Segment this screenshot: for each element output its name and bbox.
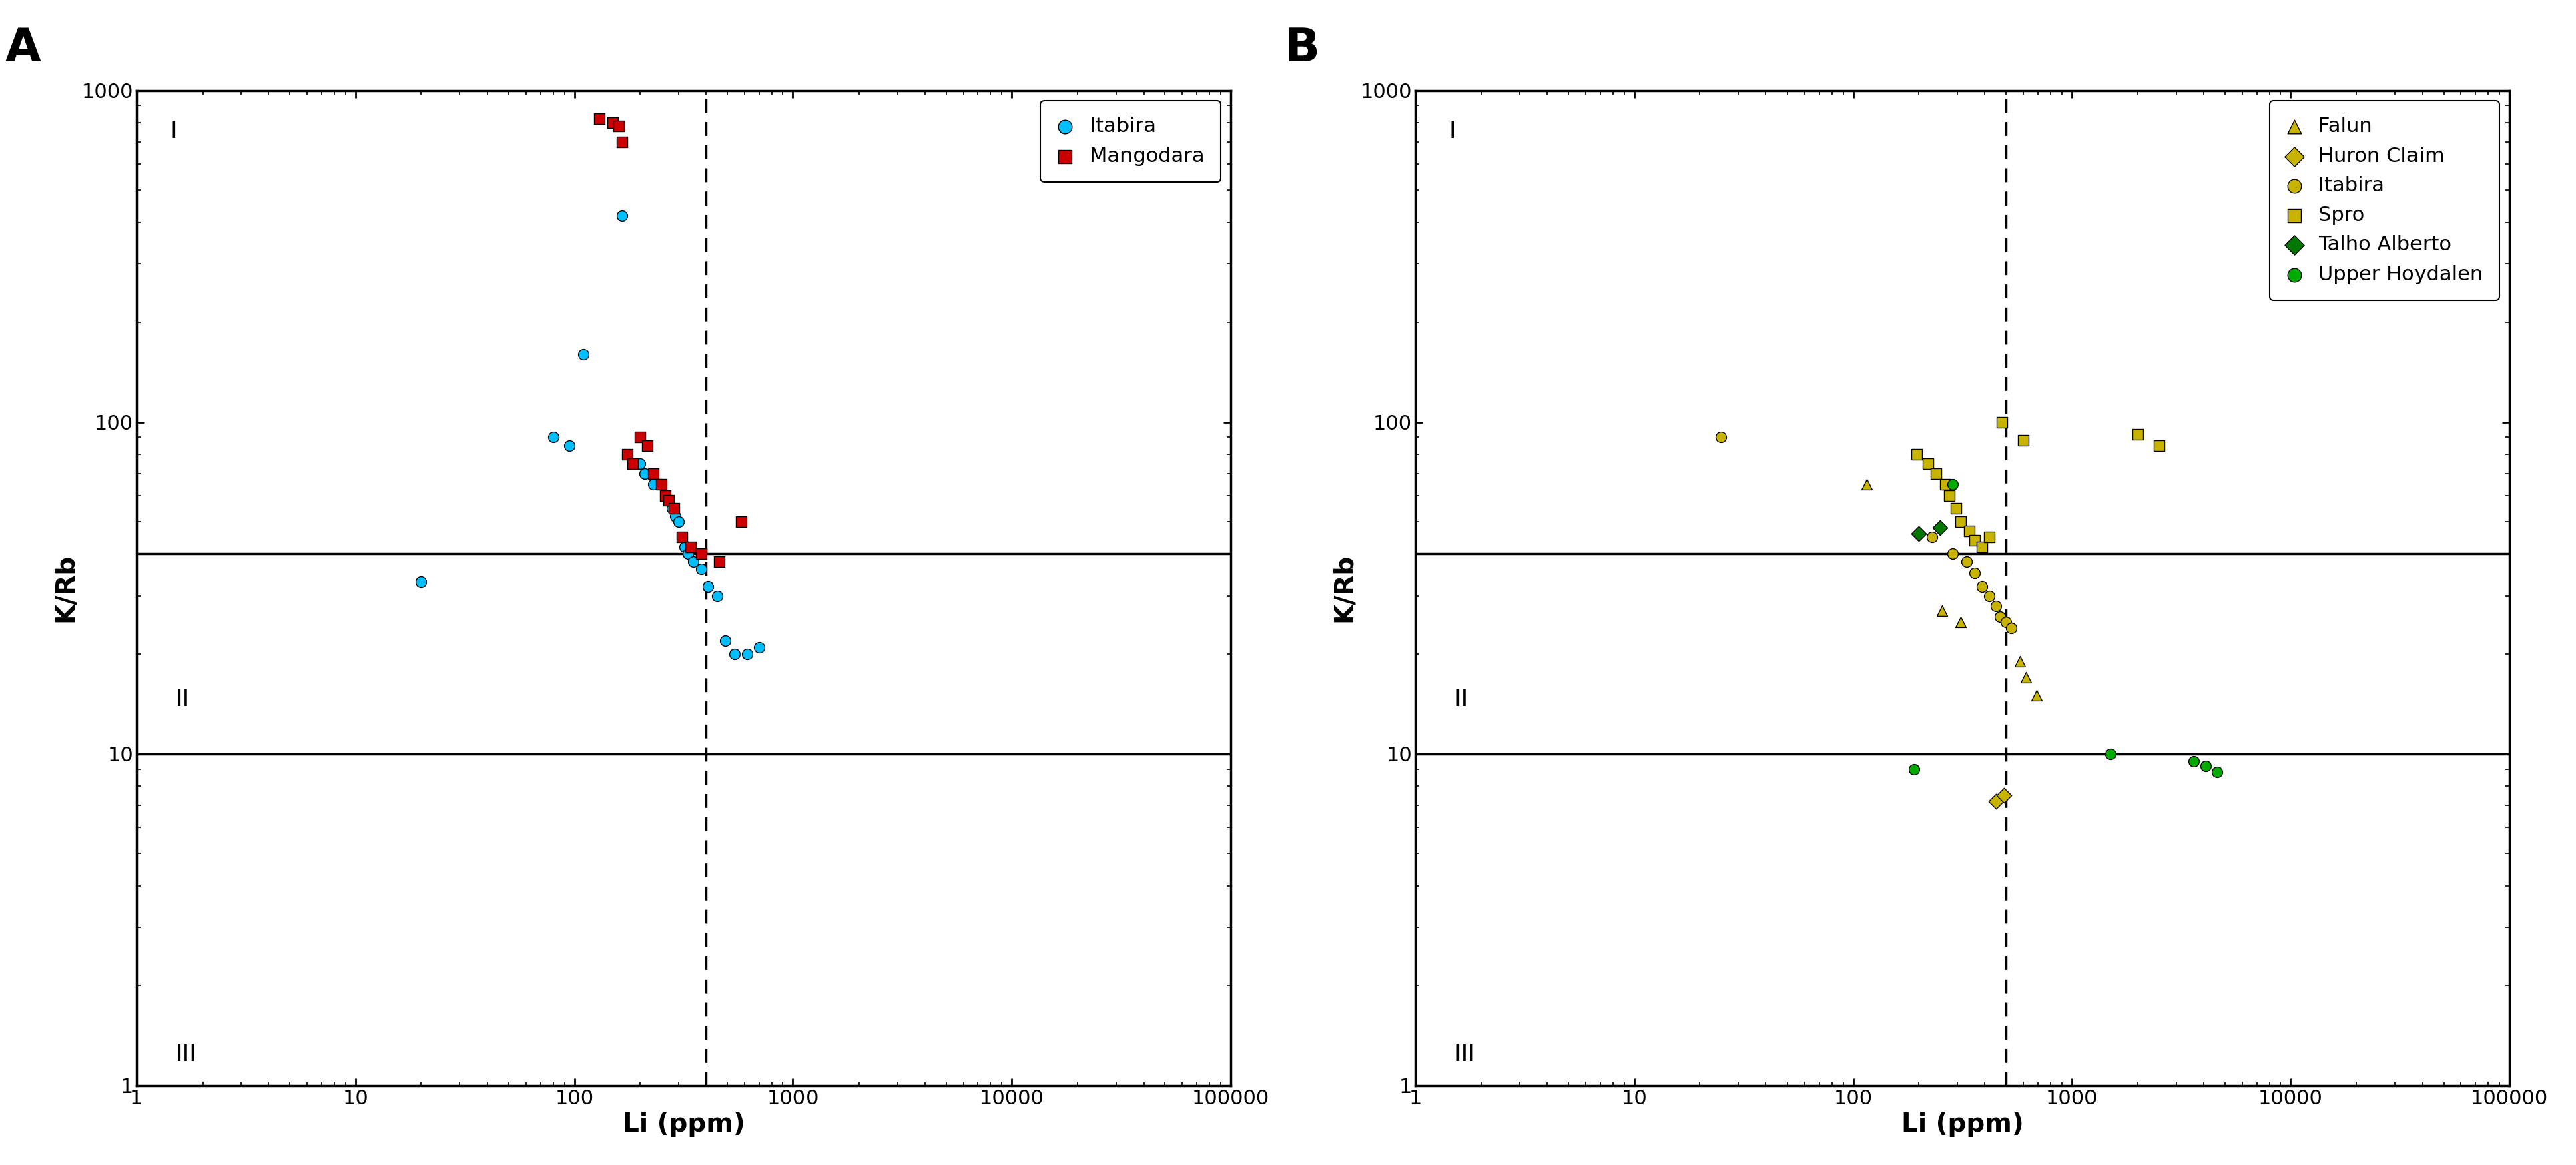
Text: B: B <box>1285 26 1319 71</box>
Text: A: A <box>5 26 41 71</box>
Itabira <box>600 206 641 225</box>
Itabira <box>706 631 747 650</box>
Spro <box>1924 475 1965 494</box>
Itabira <box>533 428 574 446</box>
Mangodara <box>644 487 685 506</box>
Falun <box>1999 652 2040 671</box>
Upper Hoydalen <box>2197 763 2239 782</box>
Mangodara <box>670 538 711 557</box>
Talho Alberto <box>1899 524 1940 543</box>
Text: II: II <box>1453 687 1468 711</box>
X-axis label: Li (ppm): Li (ppm) <box>623 1111 744 1137</box>
Mangodara <box>680 545 721 564</box>
Mangodara <box>608 445 649 464</box>
Spro <box>1940 513 1981 531</box>
Mangodara <box>626 436 667 454</box>
Itabira <box>654 507 696 525</box>
Legend: Itabira, Mangodara: Itabira, Mangodara <box>1041 100 1221 182</box>
Itabira <box>562 345 603 363</box>
Mangodara <box>613 454 654 473</box>
Spro <box>1963 538 2004 557</box>
Itabira <box>739 637 781 656</box>
Upper Hoydalen <box>1893 760 1935 778</box>
Itabira <box>1955 564 1996 582</box>
Spro <box>1929 487 1971 506</box>
Itabira <box>1968 586 2009 605</box>
Itabira <box>688 577 729 595</box>
Huron Claim <box>1984 786 2025 805</box>
Itabira <box>657 513 698 531</box>
Upper Hoydalen <box>2174 751 2215 770</box>
Mangodara <box>641 475 683 494</box>
Itabira <box>641 475 683 494</box>
Itabira <box>644 487 685 506</box>
Itabira <box>714 644 755 663</box>
Mangodara <box>598 117 639 135</box>
Itabira <box>549 436 590 454</box>
Text: III: III <box>1453 1043 1476 1066</box>
Spro <box>1896 445 1937 464</box>
Itabira <box>623 464 665 482</box>
Upper Hoydalen <box>2184 756 2226 775</box>
Itabira <box>1978 607 2020 626</box>
Huron Claim <box>1976 792 2017 811</box>
Itabira <box>1911 528 1953 546</box>
Spro <box>1968 528 2009 546</box>
Itabira <box>652 499 693 517</box>
Itabira <box>667 545 708 564</box>
Falun <box>1844 475 1886 494</box>
Mangodara <box>662 528 703 546</box>
Itabira <box>1976 596 2017 615</box>
Itabira <box>680 560 721 579</box>
Falun <box>2017 686 2058 705</box>
Spro <box>1935 499 1976 517</box>
Mangodara <box>592 113 634 132</box>
Itabira <box>1700 428 1741 446</box>
Itabira <box>634 475 675 494</box>
Talho Alberto <box>1919 518 1960 537</box>
Mangodara <box>621 428 662 446</box>
Mangodara <box>580 110 621 128</box>
Spro <box>2117 425 2159 444</box>
Legend: Falun, Huron Claim, Itabira, Spro, Talho Alberto, Upper Hoydalen: Falun, Huron Claim, Itabira, Spro, Talho… <box>2269 100 2499 301</box>
Mangodara <box>649 492 690 510</box>
Mangodara <box>698 552 739 571</box>
Mangodara <box>654 499 696 517</box>
Itabira <box>402 572 443 591</box>
Itabira <box>672 552 714 571</box>
Itabira <box>1991 619 2032 637</box>
Falun <box>1940 613 1981 631</box>
Spro <box>1947 522 1989 541</box>
Text: II: II <box>175 687 191 711</box>
Spro <box>1955 531 1996 550</box>
Itabira <box>1986 613 2027 631</box>
Spro <box>2002 431 2043 450</box>
Spro <box>1917 464 1958 482</box>
Falun <box>2007 668 2048 686</box>
Itabira <box>665 538 706 557</box>
Itabira <box>621 454 662 473</box>
Itabira <box>1932 545 1973 564</box>
Upper Hoydalen <box>2089 744 2130 763</box>
Itabira <box>696 586 737 605</box>
X-axis label: Li (ppm): Li (ppm) <box>1901 1111 2025 1137</box>
Y-axis label: K/Rb: K/Rb <box>52 553 77 622</box>
Spro <box>2138 436 2179 454</box>
Spro <box>1981 412 2022 431</box>
Mangodara <box>634 464 675 482</box>
Itabira <box>662 528 703 546</box>
Itabira <box>1945 552 1986 571</box>
Text: I: I <box>1448 120 1455 143</box>
Itabira <box>1963 577 2004 595</box>
Y-axis label: K/Rb: K/Rb <box>1332 553 1358 622</box>
Itabira <box>726 644 768 663</box>
Mangodara <box>600 133 641 151</box>
Text: I: I <box>170 120 178 143</box>
Text: III: III <box>175 1043 196 1066</box>
Upper Hoydalen <box>1932 475 1973 494</box>
Spro <box>1906 454 1947 473</box>
Mangodara <box>721 513 762 531</box>
Falun <box>1922 601 1963 620</box>
